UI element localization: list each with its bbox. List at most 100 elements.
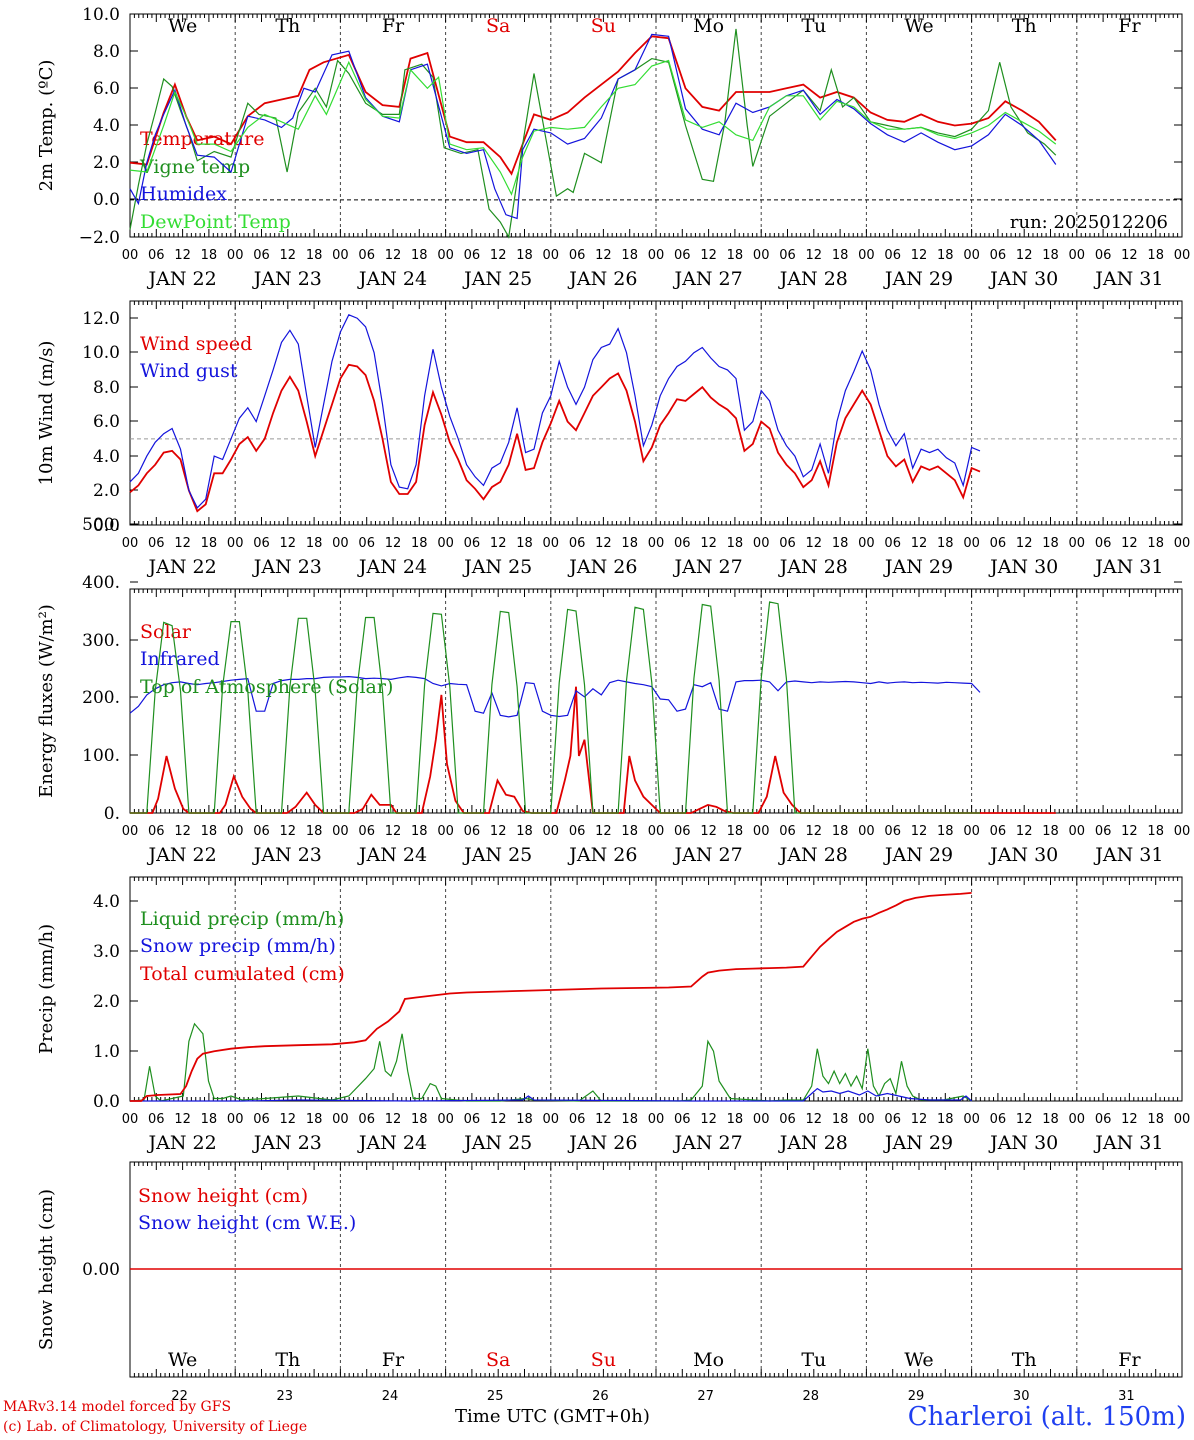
day-label: JAN 23 [252, 844, 322, 866]
hour-tick-label: 12 [1121, 248, 1138, 263]
hour-tick-label: 06 [253, 1112, 270, 1127]
hour-tick-label: 00 [1174, 536, 1191, 551]
series-line-0-panel-3 [129, 1022, 972, 1102]
hour-tick-label: 18 [516, 536, 533, 551]
day-label: JAN 30 [988, 556, 1058, 578]
hour-tick-label: 12 [1016, 824, 1033, 839]
hour-tick-label: 00 [332, 536, 349, 551]
hour-tick-label: 00 [122, 824, 139, 839]
hour-tick-label: 18 [411, 824, 428, 839]
legend-entry: Temperature [140, 128, 264, 150]
weekday-label-bottom: Th [1012, 1349, 1037, 1371]
hour-tick-label: 12 [700, 248, 717, 263]
hour-tick-label: 06 [1095, 824, 1112, 839]
day-number-label: 22 [171, 1389, 188, 1404]
hour-tick-label: 18 [727, 536, 744, 551]
legend-entry: DewPoint Temp [140, 211, 291, 233]
hour-tick-label: 12 [1016, 536, 1033, 551]
hour-tick-label: 12 [280, 1112, 297, 1127]
y-axis-title: 2m Temp. (ºC) [36, 60, 57, 192]
hour-tick-label: 06 [358, 536, 375, 551]
hour-tick-label: 18 [832, 248, 849, 263]
hour-tick-label: 00 [543, 824, 560, 839]
series-line-0-panel-2 [130, 686, 1056, 814]
panel-frame-1 [129, 300, 1183, 526]
y-tick-label: 6.0 [93, 79, 120, 99]
hour-tick-label: 18 [411, 536, 428, 551]
hour-tick-label: 12 [385, 1112, 402, 1127]
hour-tick-label: 00 [437, 1112, 454, 1127]
weekday-label-bottom: We [168, 1349, 197, 1371]
hour-tick-label: 18 [727, 824, 744, 839]
weekday-label-bottom: Mo [693, 1349, 724, 1371]
day-label: JAN 30 [988, 844, 1058, 866]
hour-tick-label: 12 [1121, 824, 1138, 839]
hour-tick-label: 12 [385, 248, 402, 263]
hour-tick-label: 00 [1174, 824, 1191, 839]
day-label: JAN 28 [778, 844, 848, 866]
series-line-2-panel-3 [130, 892, 972, 1102]
day-number-label: 26 [592, 1389, 609, 1404]
hour-tick-label: 00 [1174, 248, 1191, 263]
hour-tick-label: 00 [648, 536, 665, 551]
hour-tick-label: 00 [122, 1112, 139, 1127]
series-line-2-panel-0 [129, 33, 1057, 220]
hour-tick-label: 00 [437, 248, 454, 263]
hour-tick-label: 00 [858, 248, 875, 263]
y-tick-label: 1.0 [93, 1042, 120, 1062]
day-label: JAN 22 [147, 268, 217, 290]
legend-entry: Humidex [140, 183, 227, 205]
hour-tick-label: 00 [543, 248, 560, 263]
weekday-label-bottom: Su [591, 1349, 616, 1371]
weekday-label-top: Fr [1118, 15, 1141, 37]
hour-tick-label: 06 [148, 824, 165, 839]
y-tick-label: 0.0 [93, 516, 120, 536]
hour-tick-label: 00 [753, 536, 770, 551]
series-line-0-panel-1 [129, 363, 981, 513]
y-tick-label: 500. [82, 515, 120, 535]
hour-tick-label: 06 [674, 536, 691, 551]
legend-entry: Infrared [140, 648, 220, 670]
hour-tick-label: 00 [858, 536, 875, 551]
hour-tick-label: 18 [727, 248, 744, 263]
y-tick-label: 0.00 [82, 1260, 120, 1280]
hour-tick-label: 18 [201, 248, 218, 263]
y-tick-label: 100. [82, 746, 120, 766]
hour-tick-label: 00 [963, 1112, 980, 1127]
hour-tick-label: 06 [148, 536, 165, 551]
day-label: JAN 25 [462, 844, 532, 866]
series-line-2-panel-2 [130, 601, 980, 814]
hour-tick-label: 18 [1042, 536, 1059, 551]
hour-tick-label: 18 [201, 536, 218, 551]
hour-tick-label: 12 [911, 1112, 928, 1127]
hour-tick-label: 12 [490, 824, 507, 839]
hour-tick-label: 12 [490, 248, 507, 263]
hour-tick-label: 18 [832, 1112, 849, 1127]
hour-tick-label: 12 [911, 824, 928, 839]
hour-tick-label: 06 [990, 824, 1007, 839]
hour-tick-label: 06 [253, 248, 270, 263]
weekday-label-top: Th [1012, 15, 1037, 37]
hour-tick-label: 06 [1095, 1112, 1112, 1127]
y-tick-label: 0.0 [93, 190, 120, 210]
hour-tick-label: 00 [332, 824, 349, 839]
hour-tick-label: 06 [990, 248, 1007, 263]
hour-tick-label: 06 [884, 536, 901, 551]
y-axis-title: Energy fluxes (W/m²) [36, 604, 57, 798]
credit-lab: (c) Lab. of Climatology, University of L… [3, 1419, 308, 1435]
hour-tick-label: 18 [306, 248, 323, 263]
panel-frame-0 [129, 13, 1183, 238]
hour-tick-label: 06 [569, 536, 586, 551]
y-tick-label: 2.0 [93, 481, 120, 501]
day-number-label: 25 [487, 1389, 504, 1404]
hour-tick-label: 18 [201, 824, 218, 839]
hour-tick-label: 06 [674, 248, 691, 263]
hour-tick-label: 00 [227, 536, 244, 551]
weekday-label-top: Mo [693, 15, 724, 37]
weekday-label-bottom: Tu [801, 1349, 826, 1371]
hour-tick-label: 18 [1147, 536, 1164, 551]
day-label: JAN 24 [357, 844, 427, 866]
y-tick-label: −2.0 [79, 228, 120, 248]
day-label: JAN 22 [147, 556, 217, 578]
series-line-3-panel-0 [129, 59, 1057, 196]
